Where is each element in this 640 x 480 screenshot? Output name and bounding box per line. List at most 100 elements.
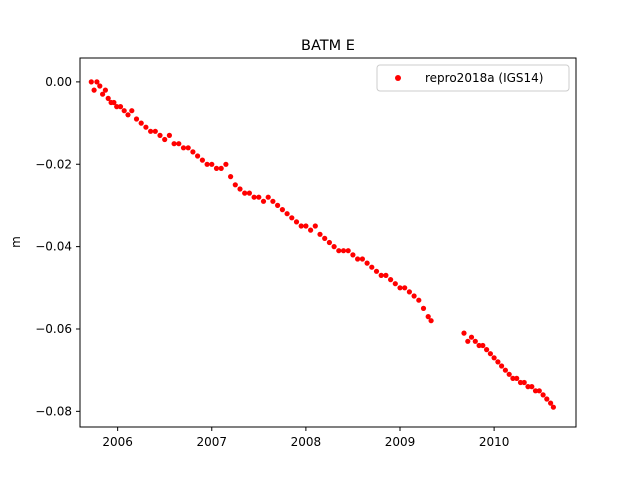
data-point	[517, 379, 524, 386]
points-layer	[88, 79, 557, 410]
data-point	[275, 202, 281, 208]
data-point	[536, 388, 542, 394]
data-point	[223, 161, 229, 167]
data-point	[293, 219, 300, 225]
data-point	[298, 223, 304, 229]
data-point	[406, 289, 412, 295]
data-point	[491, 355, 497, 361]
y-axis: 0.00 −0.02 −0.04 −0.06 −0.08	[35, 75, 80, 418]
chart-title: BATM E	[301, 38, 355, 54]
data-point	[480, 342, 486, 349]
data-point	[237, 186, 243, 192]
data-point	[359, 256, 365, 262]
data-point	[251, 194, 257, 200]
data-point	[544, 396, 550, 402]
y-tick-label: 0.00	[45, 75, 72, 89]
data-point	[138, 120, 144, 126]
data-point	[506, 371, 512, 377]
data-point	[270, 198, 276, 204]
x-tick-label: 2009	[385, 435, 416, 449]
data-point	[100, 91, 106, 97]
x-axis: 2006 2007 2008 2009 2010	[102, 427, 509, 449]
data-point	[411, 293, 417, 299]
data-point	[125, 112, 131, 118]
data-point	[428, 318, 434, 324]
data-point	[166, 132, 172, 138]
data-point	[502, 367, 508, 373]
data-point	[143, 124, 149, 130]
data-point	[373, 268, 380, 274]
data-point	[369, 264, 375, 270]
data-point	[129, 108, 135, 114]
data-point	[322, 235, 328, 241]
data-point	[111, 99, 117, 106]
data-point	[402, 285, 408, 291]
data-point	[378, 272, 384, 278]
data-point	[213, 165, 220, 171]
data-point	[152, 128, 158, 134]
data-point	[461, 330, 467, 336]
data-point	[232, 182, 238, 188]
data-point	[336, 248, 342, 254]
data-point	[180, 145, 187, 151]
data-point	[364, 260, 370, 266]
data-point	[484, 347, 490, 353]
data-point	[97, 83, 103, 89]
data-point	[397, 285, 403, 291]
data-point	[476, 342, 482, 349]
plot-area	[79, 57, 577, 428]
data-point	[548, 400, 554, 406]
data-point	[308, 227, 314, 233]
data-point	[392, 281, 398, 287]
data-point	[326, 239, 332, 246]
data-point	[525, 384, 531, 390]
data-point	[162, 136, 168, 143]
data-point	[260, 198, 267, 204]
data-point	[340, 248, 347, 254]
data-point	[279, 207, 285, 213]
data-point	[521, 379, 527, 386]
data-point	[465, 338, 471, 344]
data-point	[355, 256, 361, 262]
data-point	[148, 128, 154, 134]
data-point	[550, 404, 557, 410]
data-point	[317, 231, 323, 237]
y-tick-label: −0.04	[35, 240, 72, 254]
data-point	[190, 149, 196, 155]
x-tick-label: 2010	[479, 435, 510, 449]
data-point	[383, 272, 389, 278]
y-tick-label: −0.06	[35, 322, 72, 336]
data-point	[345, 248, 351, 254]
data-point	[289, 215, 295, 221]
legend-frame	[376, 64, 570, 92]
data-point	[246, 190, 252, 196]
data-point	[350, 252, 356, 258]
data-point	[102, 87, 108, 93]
data-point	[228, 174, 234, 180]
x-tick-label: 2006	[102, 435, 133, 449]
legend-label: repro2018a (IGS14)	[425, 71, 543, 85]
data-point	[218, 165, 224, 171]
data-point	[540, 392, 546, 398]
y-tick-label: −0.08	[35, 404, 72, 418]
data-point	[91, 87, 97, 93]
data-point	[204, 161, 210, 167]
data-point	[265, 194, 271, 200]
data-point	[532, 388, 539, 394]
data-point	[185, 145, 191, 151]
x-tick-label: 2007	[196, 435, 227, 449]
data-point	[117, 104, 124, 110]
data-point	[105, 95, 111, 101]
legend-marker	[395, 75, 401, 81]
data-point	[495, 359, 501, 365]
data-point	[514, 375, 520, 381]
data-point	[88, 79, 94, 85]
legend: repro2018a (IGS14)	[376, 64, 570, 92]
data-point	[420, 305, 427, 311]
y-axis-label: m	[9, 236, 23, 248]
data-point	[157, 132, 163, 138]
data-point	[529, 384, 535, 390]
y-tick-label: −0.02	[35, 157, 72, 171]
data-point	[284, 211, 290, 217]
